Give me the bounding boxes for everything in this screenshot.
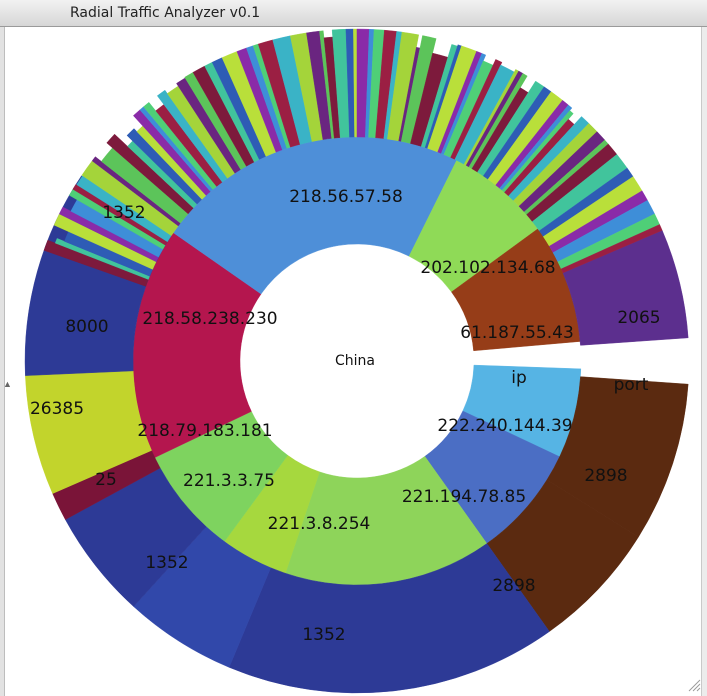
port-segment-label: 26385 (30, 399, 84, 419)
right-window-edge (701, 27, 707, 696)
window-title: Radial Traffic Analyzer v0.1 (70, 5, 261, 21)
scroll-arrow-icon[interactable]: ▲ (3, 379, 12, 389)
port-segment-label: 1352 (302, 625, 345, 645)
port-segment-label: 1352 (145, 553, 188, 573)
port-segment-label: 8000 (65, 317, 108, 337)
ip-segment-label: 221.194.78.85 (402, 487, 526, 507)
port-sliver[interactable] (560, 224, 663, 274)
port-segment[interactable] (562, 230, 689, 346)
resize-grip-icon[interactable] (687, 678, 701, 692)
ip-segment-label: 202.102.134.68 (420, 258, 555, 278)
left-scroll-edge[interactable]: ▲ (0, 27, 12, 696)
port-sliver-group[interactable] (43, 28, 663, 287)
title-bar[interactable]: Radial Traffic Analyzer v0.1 (0, 0, 707, 27)
port-segment-label: 25 (95, 470, 117, 490)
ip-segment-label: 218.58.238.230 (142, 309, 277, 329)
port-segment[interactable] (228, 543, 550, 694)
port-segment-label: 2898 (492, 576, 535, 596)
ip-segment-label: 221.3.8.254 (268, 514, 371, 534)
center-label: China (335, 353, 375, 369)
ip-segment-label: 221.3.3.75 (183, 471, 275, 491)
port-segment-label: 1352 (102, 203, 145, 223)
ring-label-port: port (614, 375, 649, 395)
port-segment-label: 2898 (584, 466, 627, 486)
ring-label-ip: ip (511, 368, 527, 388)
port-segment-label: 2065 (617, 308, 660, 328)
ip-segment-label: 218.56.57.58 (289, 187, 403, 207)
ip-segment-label: 218.79.183.181 (137, 421, 272, 441)
ip-segment-label: 61.187.55.43 (460, 323, 574, 343)
ip-segment-label: 222.240.144.39 (437, 416, 572, 436)
